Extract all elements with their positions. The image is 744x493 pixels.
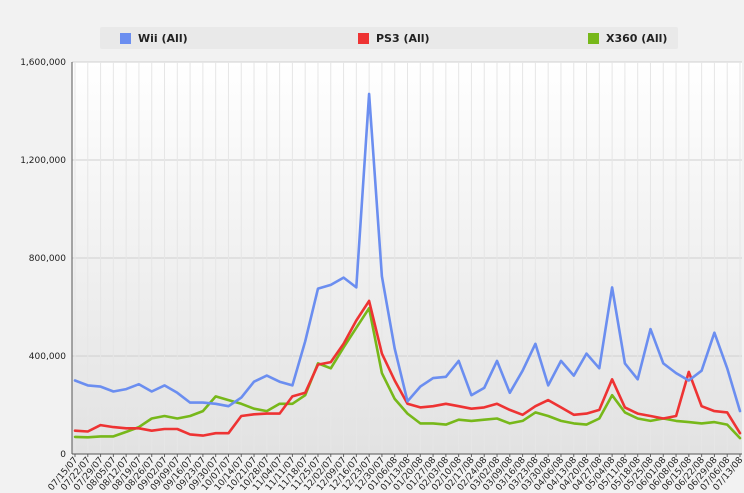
- x-tick-labels: 07/15/0707/22/0707/29/0708/05/0708/12/07…: [47, 455, 744, 493]
- y-tick-label: 1,200,000: [20, 156, 66, 166]
- legend-label-x360: X360 (All): [606, 31, 668, 45]
- y-tick-labels: 0 400,000 800,000 1,200,000 1,600,000: [20, 58, 66, 460]
- legend-item-ps3[interactable]: PS3 (All): [358, 31, 430, 45]
- chart-legend: Wii (All) PS3 (All) X360 (All): [100, 27, 678, 49]
- y-tick-label: 1,600,000: [20, 58, 66, 68]
- series-lines: [73, 92, 742, 440]
- legend-item-x360[interactable]: X360 (All): [588, 31, 667, 45]
- series-line-x360: [73, 306, 742, 440]
- legend-label-wii: Wii (All): [138, 31, 188, 45]
- series-line-wii: [73, 92, 742, 413]
- legend-swatch-ps3: [358, 32, 369, 44]
- axes: [71, 62, 742, 455]
- legend-swatch-x360: [588, 32, 599, 44]
- vertical-grid-lines: [74, 62, 741, 457]
- legend-item-wii[interactable]: Wii (All): [120, 31, 188, 45]
- legend-label-ps3: PS3 (All): [376, 31, 430, 45]
- series-line-ps3: [73, 299, 742, 437]
- y-tick-label: 0: [60, 450, 66, 460]
- y-tick-label: 400,000: [29, 352, 66, 362]
- legend-swatch-wii: [120, 32, 131, 44]
- y-tick-label: 800,000: [29, 254, 66, 264]
